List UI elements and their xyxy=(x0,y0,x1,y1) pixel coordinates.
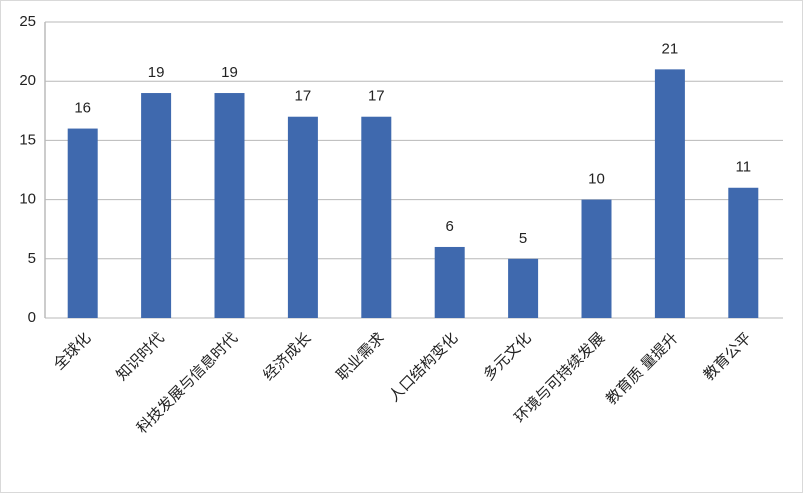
bar xyxy=(581,199,612,318)
data-label: 5 xyxy=(519,230,527,247)
bar xyxy=(214,93,245,318)
bar xyxy=(141,93,172,318)
data-label: 6 xyxy=(446,218,454,235)
bar xyxy=(287,116,318,318)
bar xyxy=(361,116,392,318)
y-tick-label: 25 xyxy=(19,13,36,30)
bar xyxy=(654,69,685,318)
y-tick-label: 0 xyxy=(28,309,36,326)
data-label: 11 xyxy=(736,159,752,176)
data-label: 10 xyxy=(588,171,605,188)
data-label: 16 xyxy=(74,100,91,117)
y-tick-label: 15 xyxy=(19,131,36,148)
y-tick-label: 10 xyxy=(19,191,36,208)
data-label: 19 xyxy=(221,64,238,81)
data-label: 21 xyxy=(662,40,679,57)
data-label: 17 xyxy=(295,88,312,105)
data-label: 17 xyxy=(368,88,385,105)
bar xyxy=(508,258,539,318)
y-tick-label: 5 xyxy=(28,250,36,267)
bar xyxy=(67,128,98,318)
bar xyxy=(434,246,465,318)
y-tick-label: 20 xyxy=(19,72,36,89)
bar xyxy=(728,187,759,318)
data-label: 19 xyxy=(148,64,165,81)
